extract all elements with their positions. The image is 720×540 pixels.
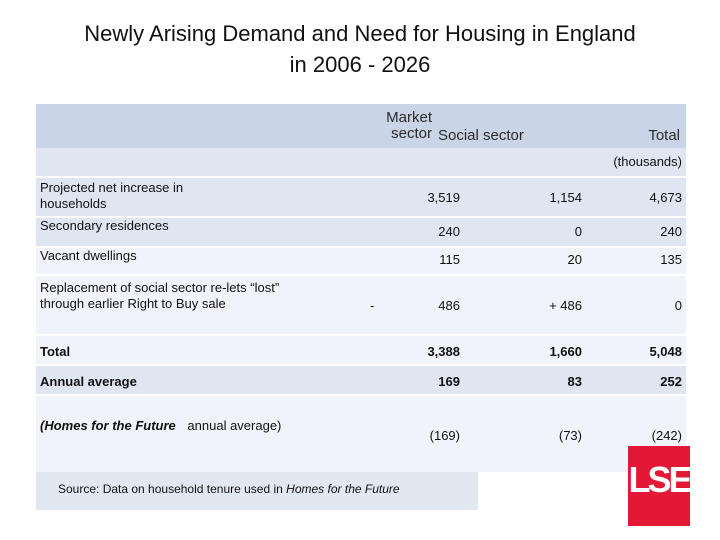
cell-homes-future-social: (73) [558,428,582,443]
cell-homes-future-market: (169) [429,428,460,443]
cell-annual-social: 83 [567,374,582,389]
cell-secondary-total: 240 [660,224,682,239]
header-market-line1: Market [386,109,432,126]
row-band-2 [36,218,686,246]
header-social-sector: Social sector [438,127,524,144]
row-band-7 [36,396,686,472]
cell-annual-market: 169 [438,374,460,389]
cell-total-total: 5,048 [649,344,682,359]
units-label: (thousands) [613,154,682,169]
cell-total-market: 3,388 [427,344,460,359]
row-band-4 [36,276,686,334]
lse-logo: LSE [628,446,693,526]
source-note: Source: Data on household tenure used in… [58,482,400,496]
cell-replacement-total: 0 [674,298,682,313]
cell-homes-future-total: (242) [651,428,682,443]
cell-replacement-market-sign: - [370,298,375,313]
lse-logo-text: LSE [628,459,692,500]
header-total: Total [648,127,680,144]
row-label-replacement: Replacement of social sector re-lets “lo… [40,280,280,311]
row-band-1 [36,178,686,216]
source-prefix: Source: Data on household tenure used in [58,482,287,496]
row-label-secondary: Secondary residences [40,218,169,233]
cell-replacement-market: 486 [438,298,460,313]
slide-title: Newly Arising Demand and Need for Housin… [0,18,720,80]
row-label-homes-future-italic: (Homes for the Future [40,418,176,433]
row-band-5 [36,336,686,364]
title-line-2: in 2006 - 2026 [289,52,431,77]
cell-households-social: 1,154 [549,190,582,205]
row-band-3 [36,248,686,274]
row-label-households: Projected net increase in households [40,180,184,211]
row-label-homes-future: (Homes for the Future annual average) [40,418,290,434]
header-market-sector: Market sector [344,110,432,142]
source-italic: Homes for the Future [286,482,400,496]
housing-table: Market sector Social sector Total (thous… [36,104,686,510]
row-label-homes-future-annual: annual average) [187,418,282,433]
cell-total-social: 1,660 [549,344,582,359]
source-band [36,472,478,510]
row-label-total: Total [40,344,71,359]
header-market-line2: sector [391,125,432,142]
row-band-6 [36,366,686,394]
row-label-annual: Annual average [40,374,137,389]
cell-households-total: 4,673 [649,190,682,205]
row-label-vacant: Vacant dwellings [40,248,137,263]
header-band [36,104,686,148]
cell-vacant-social: 20 [567,252,582,267]
cell-replacement-social: + 486 [549,298,582,313]
cell-vacant-total: 135 [660,252,682,267]
cell-secondary-market: 240 [438,224,460,239]
cell-households-market: 3,519 [427,190,460,205]
cell-annual-total: 252 [660,374,682,389]
cell-vacant-market: 115 [439,252,460,267]
units-band [36,148,686,176]
cell-secondary-social: 0 [574,224,582,239]
title-line-1: Newly Arising Demand and Need for Housin… [84,21,636,46]
